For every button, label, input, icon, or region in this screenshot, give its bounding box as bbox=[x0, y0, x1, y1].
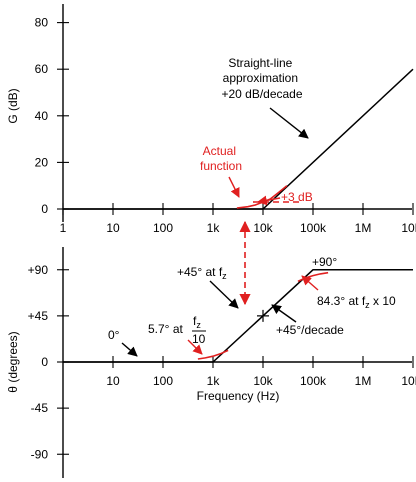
zero-degree-label: 0° bbox=[108, 328, 120, 342]
phase-actual-low-curve bbox=[197, 349, 229, 360]
corner-phase-annotation: +45° at fz bbox=[177, 265, 227, 281]
phase-x-tick-label: 1k bbox=[207, 374, 221, 388]
magnitude-x-tick-label: 10M bbox=[401, 221, 416, 235]
low-corner-fraction-den: 10 bbox=[192, 332, 206, 346]
magnitude-x-tick-label: 1M bbox=[355, 221, 372, 235]
phase-y-tick-label: +90 bbox=[28, 263, 49, 277]
magnitude-ticks: 1 10 100 1k 10k 100k 1M 10M 80 60 40 20 0 bbox=[35, 16, 416, 235]
straight-line-arrow bbox=[269, 107, 309, 139]
phase-y-axis-title: θ (degrees) bbox=[6, 331, 20, 392]
magnitude-x-tick-label: 1k bbox=[207, 221, 221, 235]
low-corner-arrow bbox=[187, 339, 203, 355]
slope-45-annotation: +45°/decade bbox=[276, 323, 344, 337]
phase-x-tick-label: 10k bbox=[253, 374, 273, 388]
actual-function-arrow bbox=[228, 176, 240, 198]
phase-y-tick-label: 0 bbox=[41, 355, 48, 369]
magnitude-x-tick-label: 100 bbox=[153, 221, 173, 235]
plus-3db-label: +3 dB bbox=[281, 190, 313, 204]
magnitude-actual-curve bbox=[236, 185, 288, 209]
zero-degree-arrow bbox=[121, 342, 138, 357]
magnitude-y-tick-label: 60 bbox=[35, 62, 49, 76]
low-corner-annotation: 5.7° at bbox=[148, 322, 183, 336]
magnitude-y-tick-label: 0 bbox=[41, 202, 48, 216]
high-corner-annotation: 84.3° at fz x 10 bbox=[317, 294, 396, 310]
plus-3db-arrow bbox=[257, 195, 281, 206]
magnitude-y-tick-label: 20 bbox=[35, 155, 49, 169]
magnitude-y-tick-label: 80 bbox=[35, 16, 49, 30]
magnitude-y-tick-label: 40 bbox=[35, 109, 49, 123]
plus-90-label: +90° bbox=[312, 255, 337, 269]
actual-function-annotation: Actual function bbox=[200, 144, 242, 173]
low-corner-fraction-num: fz bbox=[193, 314, 201, 330]
phase-x-axis-title: Frequency (Hz) bbox=[197, 389, 280, 403]
magnitude-straight-line bbox=[63, 68, 414, 210]
phase-curves bbox=[63, 269, 413, 363]
phase-straight-line bbox=[63, 269, 413, 363]
corner-phase-arrow bbox=[209, 280, 239, 309]
phase-x-tick-label: 100k bbox=[300, 374, 327, 388]
slope-45-arrow bbox=[271, 304, 297, 323]
phase-x-tick-label: 1M bbox=[355, 374, 372, 388]
phase-x-tick-label: 10M bbox=[401, 374, 416, 388]
phase-y-tick-label: +45 bbox=[28, 309, 49, 323]
magnitude-y-axis-title: G (dB) bbox=[6, 88, 20, 123]
magnitude-x-tick-label: 100k bbox=[300, 221, 327, 235]
phase-x-tick-label: 10 bbox=[106, 374, 120, 388]
phase-y-tick-label: -90 bbox=[31, 447, 49, 461]
phase-x-tick-label: 100 bbox=[153, 374, 173, 388]
high-corner-arrow bbox=[301, 275, 319, 291]
phase-y-tick-label: -45 bbox=[31, 401, 49, 415]
magnitude-x-tick-label: 10k bbox=[253, 221, 273, 235]
magnitude-x-tick-label: 1 bbox=[60, 221, 67, 235]
magnitude-x-tick-label: 10 bbox=[106, 221, 120, 235]
straight-line-annotation: Straight-line approximation +20 dB/decad… bbox=[221, 56, 302, 101]
